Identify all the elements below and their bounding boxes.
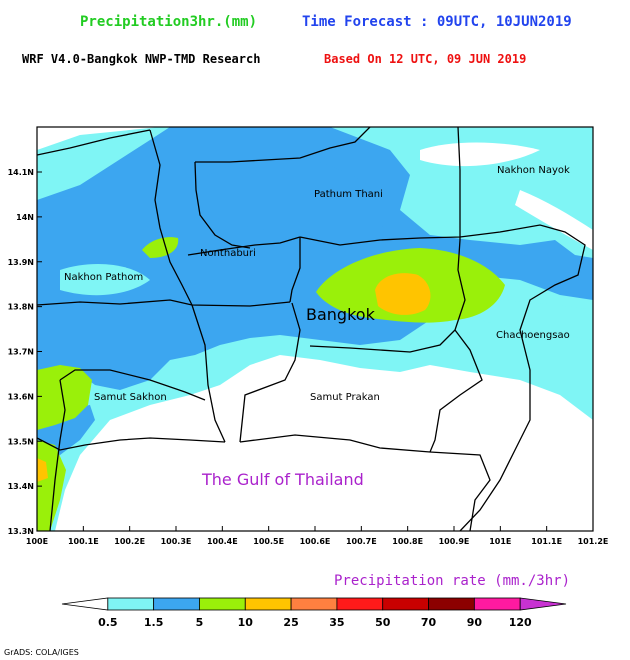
label-nakhon-nayok: Nakhon Nayok	[497, 165, 570, 176]
legend-threshold-label: 70	[421, 616, 437, 629]
precip-area-orange	[375, 273, 431, 315]
lon-tick-label: 100.3E	[161, 537, 192, 546]
legend-swatch	[153, 597, 200, 611]
legend-threshold-label: 25	[283, 616, 298, 629]
legend-threshold-label: 90	[467, 616, 483, 629]
lon-tick-label: 100.7E	[346, 537, 377, 546]
lon-tick-label: 100.5E	[253, 537, 284, 546]
lat-tick-label: 14.1N	[8, 168, 34, 177]
legend-swatch	[336, 597, 384, 611]
precip-area-green	[142, 237, 179, 258]
lon-tick-label: 100.6E	[300, 537, 331, 546]
legend-threshold-label: 5	[196, 616, 204, 629]
legend-threshold-labels: 0.5 1.5 5 10 25 35 50 70 90 120	[98, 616, 532, 629]
software-credit: GrADS: COLA/IGES	[4, 648, 79, 657]
legend-swatch	[473, 597, 521, 611]
lat-tick-label: 13.4N	[8, 482, 34, 491]
precip-area-green	[37, 365, 92, 430]
lon-tick-label: 100.8E	[392, 537, 423, 546]
forecast-time: Time Forecast : 09UTC, 10JUN2019	[302, 14, 572, 30]
legend-threshold-label: 1.5	[144, 616, 164, 629]
lon-tick-label: 101.2E	[578, 537, 609, 546]
lon-tick-label: 101E	[489, 537, 511, 546]
lat-tick-label: 13.5N	[8, 437, 34, 446]
legend-colorbar	[61, 597, 567, 611]
lon-tick-label: 101.1E	[531, 537, 562, 546]
place-labels: Nakhon Nayok Pathum Thani Nonthaburi Nak…	[64, 165, 570, 489]
label-bangkok: Bangkok	[306, 305, 376, 324]
legend-threshold-label: 50	[375, 616, 391, 629]
precip-area-light-cyan	[480, 300, 593, 340]
lon-tick-label: 100.1E	[68, 537, 99, 546]
label-pathum-thani: Pathum Thani	[314, 189, 383, 200]
lat-tick-label: 13.3N	[8, 527, 34, 536]
longitude-axis: 100E 100.1E 100.2E 100.3E 100.4E 100.5E 100.6E…	[26, 526, 608, 546]
label-samut-prakan: Samut Prakan	[310, 392, 380, 403]
lon-tick-label: 100.4E	[207, 537, 238, 546]
legend-threshold-label: 120	[509, 616, 532, 629]
legend-swatch	[107, 597, 155, 611]
legend-threshold-label: 0.5	[98, 616, 118, 629]
legend-swatch	[61, 597, 109, 611]
label-samut-sakhon: Samut Sakhon	[94, 392, 167, 403]
lon-tick-label: 100.9E	[439, 537, 470, 546]
lon-tick-label: 100.2E	[114, 537, 145, 546]
label-gulf-of-thailand: The Gulf of Thailand	[201, 470, 364, 489]
precip-area-blue	[200, 157, 384, 243]
lat-tick-label: 13.7N	[8, 348, 34, 357]
precip-area-orange	[37, 458, 48, 482]
legend-threshold-label: 10	[238, 616, 254, 629]
label-chachoengsao: Chachoengsao	[496, 330, 570, 341]
precip-gap	[515, 190, 593, 250]
latitude-axis: 14.1N 14N 13.9N 13.8N 13.7N 13.6N 13.5N 13.4N 13…	[8, 168, 42, 536]
lat-tick-label: 13.9N	[8, 258, 34, 267]
precip-gap	[420, 142, 540, 167]
label-nonthaburi: Nonthaburi	[200, 248, 256, 259]
label-nakhon-pathom: Nakhon Pathom	[64, 272, 143, 283]
province-boundaries	[37, 127, 586, 531]
legend-swatch	[428, 597, 475, 611]
legend-title: Precipitation rate (mm./3hr)	[334, 573, 571, 589]
legend-swatch	[382, 597, 429, 611]
legend-threshold-label: 35	[329, 616, 344, 629]
legend-swatch	[290, 597, 338, 611]
legend-swatch	[519, 597, 567, 611]
legend-swatch	[199, 597, 246, 611]
precip-area-light-cyan	[60, 264, 150, 296]
lon-tick-label: 100E	[26, 537, 48, 546]
lat-tick-label: 13.8N	[8, 303, 34, 312]
legend-swatch	[244, 597, 292, 611]
product-title: Precipitation3hr.(mm)	[80, 14, 258, 30]
model-run-time: Based On 12 UTC, 09 JUN 2019	[324, 52, 527, 66]
model-name: WRF V4.0-Bangkok NWP-TMD Research	[22, 52, 261, 66]
precip-area-blue	[37, 127, 593, 390]
lat-tick-label: 13.6N	[8, 392, 34, 401]
lat-tick-label: 14N	[16, 213, 34, 222]
precip-shading	[37, 127, 593, 531]
